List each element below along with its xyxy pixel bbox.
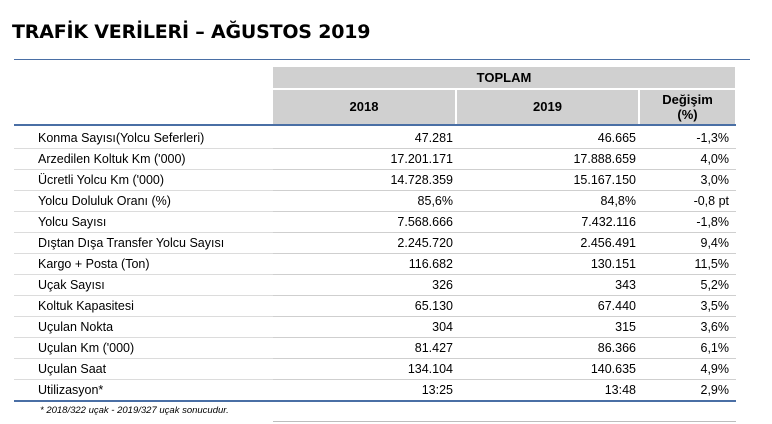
row-divider [14, 148, 736, 149]
table-row: Uçak Sayısı 326 343 5,2% [14, 275, 736, 296]
title-divider [14, 59, 750, 60]
footnote-divider [273, 421, 736, 422]
header-change-line1: Değişim [662, 92, 713, 107]
row-change: -1,3% [696, 131, 729, 145]
row-value-2018: 17.201.171 [390, 152, 453, 166]
row-value-2019: 86.366 [597, 341, 636, 355]
table-row: Kargo + Posta (Ton) 116.682 130.151 11,5% [14, 254, 736, 275]
row-divider [14, 295, 736, 296]
row-value-2018: 85,6% [417, 194, 453, 208]
row-value-2019: 13:48 [604, 383, 636, 397]
row-change: -1,8% [696, 215, 729, 229]
row-value-2018: 134.104 [407, 362, 453, 376]
table-bottom-divider [14, 400, 736, 402]
row-value-2019: 67.440 [597, 299, 636, 313]
row-value-2018: 304 [432, 320, 453, 334]
row-divider [14, 232, 736, 233]
row-value-2018: 13:25 [421, 383, 453, 397]
row-divider [14, 169, 736, 170]
row-change: 3,0% [700, 173, 730, 187]
row-divider [14, 253, 736, 254]
row-change: -0,8 pt [693, 194, 729, 208]
row-value-2018: 116.682 [408, 257, 453, 271]
row-value-2018: 47.281 [414, 131, 453, 145]
row-change: 3,5% [700, 299, 730, 313]
row-divider [14, 211, 736, 212]
header-2019-label: 2019 [533, 99, 562, 114]
row-value-2019: 2.456.491 [580, 236, 636, 250]
table-row: Uçulan Nokta 304 315 3,6% [14, 317, 736, 338]
header-2018-label: 2018 [349, 99, 379, 114]
table-row: Uçulan Saat 134.104 140.635 4,9% [14, 359, 736, 380]
row-divider [14, 337, 736, 338]
row-change: 4,9% [700, 362, 730, 376]
row-value-2018: 81.427 [414, 341, 453, 355]
row-value-2019: 7.432.116 [581, 215, 636, 229]
row-label: Konma Sayısı(Yolcu Seferleri) [38, 131, 205, 145]
header-change-line2: (%) [677, 107, 698, 122]
row-divider [14, 190, 736, 191]
row-label: Utilizasyon* [38, 383, 104, 397]
row-value-2019: 15.167.150 [573, 173, 636, 187]
row-change: 4,0% [700, 152, 730, 166]
row-value-2018: 65.130 [414, 299, 453, 313]
row-label: Yolcu Sayısı [38, 215, 107, 229]
table-row: Yolcu Sayısı 7.568.666 7.432.116 -1,8% [14, 212, 736, 233]
row-label: Kargo + Posta (Ton) [38, 257, 150, 271]
row-change: 9,4% [700, 236, 730, 250]
row-value-2019: 84,8% [600, 194, 636, 208]
row-value-2019: 130.151 [590, 257, 636, 271]
header-group-total: TOPLAM [273, 67, 735, 88]
table-row: Ücretli Yolcu Km ('000) 14.728.359 15.167.… [14, 170, 736, 191]
table-row: Uçulan Km ('000) 81.427 86.366 6,1% [14, 338, 736, 359]
row-value-2019: 315 [615, 320, 636, 334]
table-row: Yolcu Doluluk Oranı (%) 85,6% 84,8% -0,8 pt [14, 191, 736, 212]
footnote: * 2018/322 uçak - 2019/327 uçak sonucudu… [40, 405, 229, 416]
row-divider [14, 274, 736, 275]
traffic-table-body: Konma Sayısı(Yolcu Seferleri) 47.281 46.66… [14, 128, 736, 401]
header-2019: 2019 [457, 90, 638, 124]
row-value-2019: 46.665 [597, 131, 636, 145]
row-label: Dıştan Dışa Transfer Yolcu Sayısı [38, 236, 225, 250]
header-divider [14, 124, 736, 126]
row-label: Uçulan Km ('000) [38, 341, 135, 355]
row-value-2018: 326 [432, 278, 453, 292]
row-label: Uçak Sayısı [38, 278, 105, 292]
row-change: 3,6% [700, 320, 730, 334]
table-row: Koltuk Kapasitesi 65.130 67.440 3,5% [14, 296, 736, 317]
table-row: Dıştan Dışa Transfer Yolcu Sayısı 2.245.7… [14, 233, 736, 254]
row-label: Uçulan Saat [38, 362, 107, 376]
row-label: Uçulan Nokta [38, 320, 114, 334]
row-value-2018: 7.568.666 [397, 215, 453, 229]
row-value-2019: 17.888.659 [573, 152, 636, 166]
table-row: Utilizasyon* 13:25 13:48 2,9% [14, 380, 736, 401]
page-title: TRAFİK VERİLERİ – AĞUSTOS 2019 [12, 21, 371, 43]
row-value-2018: 2.245.720 [397, 236, 453, 250]
row-divider [14, 358, 736, 359]
row-value-2019: 343 [615, 278, 636, 292]
row-label: Yolcu Doluluk Oranı (%) [38, 194, 171, 208]
row-value-2019: 140.635 [590, 362, 636, 376]
table-row: Arzedilen Koltuk Km ('000) 17.201.171 17.8… [14, 149, 736, 170]
row-value-2018: 14.728.359 [390, 173, 453, 187]
row-label: Arzedilen Koltuk Km ('000) [38, 152, 186, 166]
row-change: 2,9% [700, 383, 730, 397]
row-divider [14, 316, 736, 317]
header-2018: 2018 [273, 90, 455, 124]
row-divider [14, 379, 736, 380]
row-label: Koltuk Kapasitesi [38, 299, 134, 313]
row-label: Ücretli Yolcu Km ('000) [38, 173, 165, 187]
row-change: 6,1% [700, 341, 730, 355]
table-row: Konma Sayısı(Yolcu Seferleri) 47.281 46.66… [14, 128, 736, 149]
row-change: 5,2% [700, 278, 730, 292]
row-change: 11,5% [694, 257, 729, 271]
header-change: Değişim (%) [640, 90, 735, 124]
